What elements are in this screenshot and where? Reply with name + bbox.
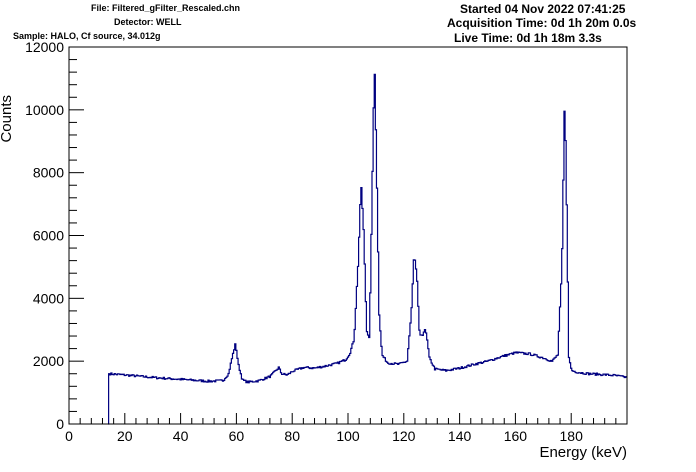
y-axis-title: Counts [0,95,15,143]
y-tick-label: 0 [56,416,64,432]
plot-frame [68,46,628,425]
x-tick-label: 40 [173,428,189,444]
x-tick-label: 120 [392,428,416,444]
start-time-label: Started 04 Nov 2022 07:41:25 [460,2,626,16]
x-axis-title: Energy (keV) [539,444,627,461]
sample-label: Sample: HALO, Cf source, 34.012g [13,31,161,41]
x-tick-label: 140 [448,428,472,444]
x-tick-label: 80 [284,428,300,444]
y-tick-label: 8000 [33,165,64,181]
y-tick-label: 10000 [25,102,64,118]
detector-label: Detector: WELL [114,17,182,27]
y-tick-label: 4000 [33,290,64,306]
x-tick-label: 20 [117,428,133,444]
y-tick-labels: 0 2000 4000 6000 8000 10000 12000 [25,39,64,432]
x-tick-label: 100 [336,428,360,444]
spectrum-series-line [108,73,628,425]
axis-ticks [68,46,628,425]
x-tick-label: 60 [229,428,245,444]
file-name-label: File: Filtered_gFilter_Rescaled.chn [91,3,241,13]
y-tick-label: 2000 [33,353,64,369]
live-time-label: Live Time: 0d 1h 18m 3.3s [454,31,602,45]
x-tick-label: 160 [504,428,528,444]
acquisition-time-label: Acquisition Time: 0d 1h 20m 0.0s [447,16,637,30]
y-tick-label: 6000 [33,228,64,244]
x-tick-label: 0 [65,428,73,444]
x-tick-labels: 0 20 40 60 80 100 120 140 160 180 [65,428,583,444]
y-tick-label: 12000 [25,39,64,55]
x-tick-label: 180 [560,428,584,444]
